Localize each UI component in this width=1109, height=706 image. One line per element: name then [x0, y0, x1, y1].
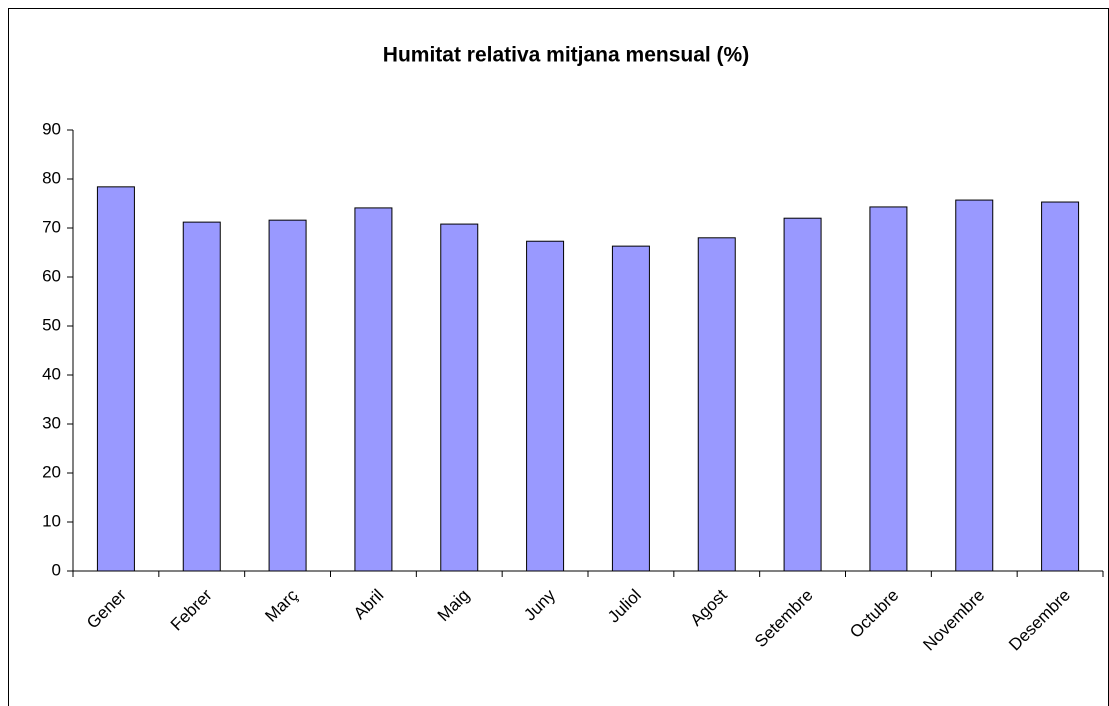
- bar: [955, 199, 994, 572]
- y-tick-label: 40: [42, 364, 61, 383]
- bar: [182, 221, 221, 572]
- bar: [526, 240, 565, 572]
- bar: [268, 219, 307, 572]
- bar: [611, 245, 650, 572]
- bar: [440, 223, 479, 572]
- y-tick-label: 20: [42, 462, 61, 481]
- bar: [96, 186, 135, 572]
- bar: [697, 237, 736, 572]
- bar: [869, 206, 908, 572]
- y-tick-label: 10: [42, 511, 61, 530]
- y-tick-label: 50: [42, 315, 61, 334]
- y-tick-label: 60: [42, 266, 61, 285]
- y-tick-label: 70: [42, 217, 61, 236]
- bar: [354, 207, 393, 572]
- bar: [783, 217, 822, 572]
- bar: [1041, 201, 1080, 572]
- y-tick-label: 30: [42, 413, 61, 432]
- chart-title: Humitat relativa mitjana mensual (%): [383, 44, 749, 67]
- y-tick-label: 90: [42, 119, 61, 138]
- y-tick-label: 0: [52, 560, 61, 579]
- y-tick-label: 80: [42, 168, 61, 187]
